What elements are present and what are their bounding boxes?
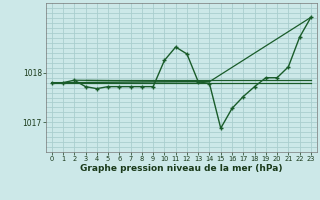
X-axis label: Graphe pression niveau de la mer (hPa): Graphe pression niveau de la mer (hPa)	[80, 164, 283, 173]
